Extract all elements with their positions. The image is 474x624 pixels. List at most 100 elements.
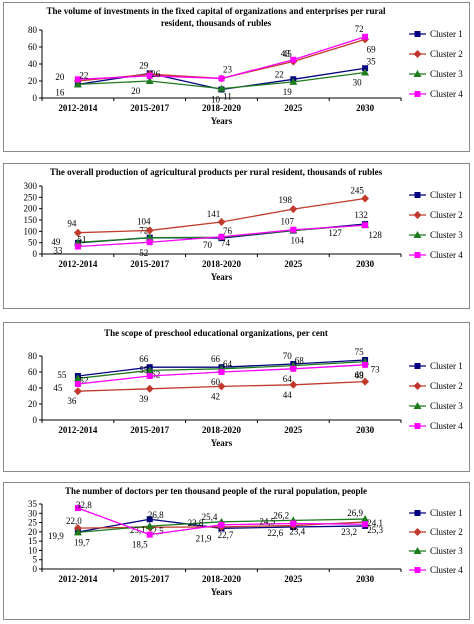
data-point	[146, 72, 153, 79]
chart-agri-production: The overall production of agricultural p…	[24, 167, 464, 282]
data-label: 45	[283, 49, 293, 59]
data-point	[290, 520, 297, 527]
x-tick-label: 2025	[284, 425, 303, 435]
data-label: 70	[283, 351, 293, 361]
y-tick-label: 25	[28, 518, 38, 528]
data-point	[361, 515, 370, 523]
data-label: 22	[275, 69, 284, 79]
x-tick-label: 2018-2020	[202, 574, 241, 584]
y-tick-label: 30	[28, 508, 38, 518]
data-label: 23	[223, 64, 233, 74]
legend-entry: Cluster 2	[430, 527, 463, 537]
data-label: 18,5	[132, 540, 148, 550]
data-label: 66	[211, 354, 221, 364]
data-label: 35	[367, 56, 377, 66]
y-tick-label: 35	[28, 499, 38, 509]
data-label: 20	[55, 72, 65, 82]
legend-entry: Cluster 4	[430, 565, 463, 575]
data-point	[145, 77, 154, 84]
legend-marker	[413, 528, 422, 536]
data-point	[73, 387, 82, 396]
legend-entry: Cluster 4	[430, 421, 463, 431]
chart-title: The volume of investments in the fixed c…	[46, 6, 386, 16]
x-tick-label: 2015-2017	[130, 574, 169, 584]
legend-marker	[414, 252, 421, 258]
y-tick-label: 10	[28, 545, 38, 555]
legend-marker	[414, 192, 421, 198]
x-tick-label: 2018-2020	[202, 425, 241, 435]
x-tick-label: 2015-2017	[130, 103, 169, 113]
legend-marker	[414, 363, 421, 369]
x-tick-label: 2018-2020	[202, 259, 241, 269]
data-point	[146, 239, 153, 246]
data-label: 25,4	[202, 512, 218, 522]
legend-marker	[414, 31, 421, 37]
data-label: 29	[139, 60, 149, 70]
data-label: 104	[137, 216, 151, 226]
data-label: 19,9	[48, 531, 64, 541]
data-point	[74, 243, 81, 250]
data-point	[289, 205, 298, 214]
legend-marker	[413, 70, 422, 77]
data-point	[74, 76, 81, 83]
data-label: 36	[67, 396, 77, 406]
legend-entry: Cluster 2	[430, 210, 463, 220]
chart-investments: The volume of investments in the fixed c…	[28, 6, 463, 126]
data-point	[73, 524, 82, 533]
data-point	[362, 521, 369, 528]
data-point	[73, 228, 82, 237]
chart-title: The overall production of agricultural p…	[50, 167, 383, 177]
data-label: 22,7	[218, 530, 234, 540]
data-point	[217, 218, 226, 227]
x-tick-label: 2015-2017	[130, 425, 169, 435]
data-label: 73	[371, 365, 381, 375]
y-tick-label: 20	[28, 399, 38, 409]
data-label: 16	[55, 87, 65, 97]
legend-marker	[413, 382, 422, 390]
data-label: 62	[151, 369, 160, 379]
y-tick-label: 60	[28, 42, 38, 52]
data-point	[289, 77, 298, 85]
data-label: 68	[295, 356, 305, 366]
data-label: 26,2	[273, 510, 289, 520]
legend-marker	[413, 547, 422, 554]
data-label: 51	[77, 234, 86, 244]
legend-entry: Cluster 3	[430, 546, 463, 556]
y-tick-label: 5	[33, 555, 38, 565]
data-label: 76	[223, 226, 233, 236]
data-label: 94	[67, 219, 77, 229]
data-point	[362, 65, 369, 72]
data-label: 69	[355, 370, 365, 380]
legend-marker	[413, 231, 422, 238]
y-tick-label: 40	[28, 383, 38, 393]
data-label: 107	[281, 217, 295, 227]
data-label: 48	[355, 371, 365, 381]
data-label: 43	[281, 48, 291, 58]
legend-entry: Cluster 3	[430, 401, 463, 411]
y-tick-label: 0	[33, 249, 38, 259]
x-tick-label: 2015-2017	[130, 259, 169, 269]
legend-marker	[413, 211, 422, 219]
data-label: 64	[223, 359, 233, 369]
data-label: 72	[355, 24, 364, 34]
data-point	[146, 531, 153, 538]
legend-entry: Cluster 1	[430, 190, 463, 200]
x-tick-label: 2030	[356, 259, 375, 269]
x-axis-label: Years	[211, 116, 233, 126]
y-tick-label: 250	[24, 192, 38, 202]
data-point	[145, 366, 154, 374]
data-point	[289, 380, 298, 389]
data-label: 55	[139, 365, 149, 375]
x-axis-label: Years	[211, 587, 233, 597]
data-label: 52	[79, 375, 88, 385]
x-tick-label: 2012-2014	[58, 259, 97, 269]
data-label: 24,1	[367, 518, 383, 528]
data-label: 23,4	[289, 527, 305, 537]
data-label: 245	[350, 185, 364, 195]
data-label: 24,5	[259, 517, 275, 527]
chart-title: The scope of preschool educational organ…	[104, 328, 328, 338]
chart-preschool: The scope of preschool educational organ…	[28, 328, 463, 448]
chart-title: resident, thousands of rubles	[161, 18, 272, 28]
data-label: 141	[207, 209, 221, 219]
data-point	[146, 373, 153, 379]
